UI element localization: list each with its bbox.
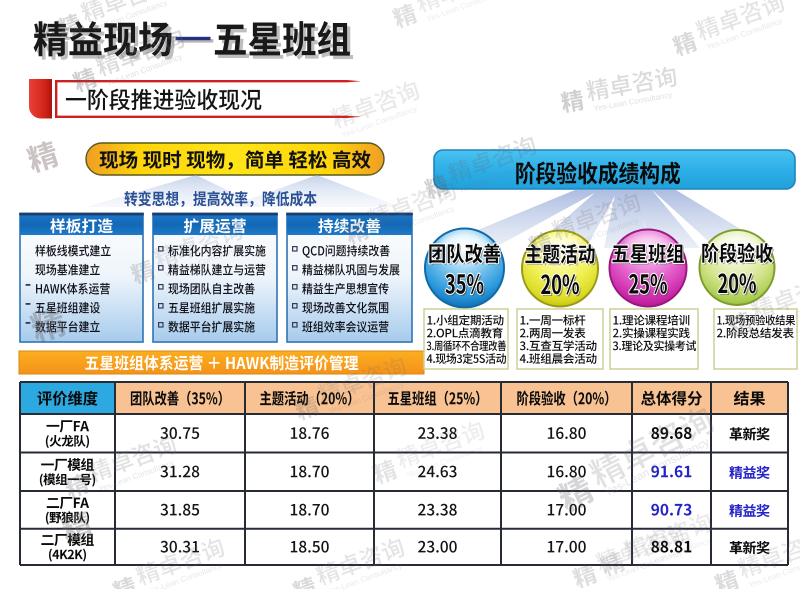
svg-text:Yes-Lean Consultancy: Yes-Lean Consultancy — [593, 90, 673, 113]
svg-text:Yes-Lean Consultancy: Yes-Lean Consultancy — [405, 444, 483, 480]
svg-text:Yes-Lean Consultancy: Yes-Lean Consultancy — [340, 104, 418, 140]
svg-text:Yes-Lean Consultancy: Yes-Lean Consultancy — [705, 16, 783, 52]
svg-text:Yes-Lean Consultancy: Yes-Lean Consultancy — [97, 458, 175, 494]
